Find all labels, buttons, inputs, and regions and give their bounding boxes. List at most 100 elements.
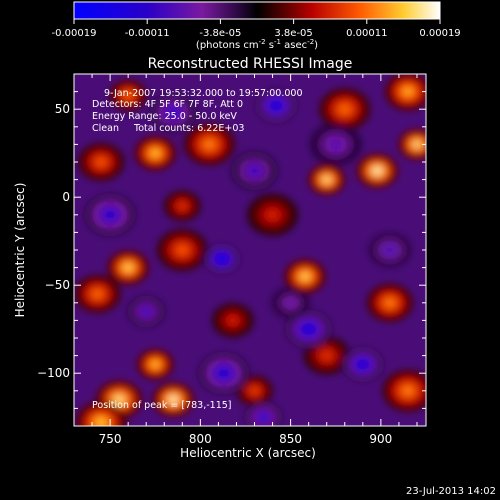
annotation-position: Position of peak = [783,-115] [92,400,232,411]
heatmap-blob-level [249,166,260,175]
colorbar-tick-label: -0.00019 [52,28,97,39]
heatmap-blob-level [142,308,151,315]
annotation-detectors: Detectors: 4F 5F 6F 7F 8F, Att 0 [92,99,243,110]
colorbar-tick-label: 3.8e-05 [274,28,312,39]
heatmap-blob [398,129,426,160]
x-tick-label: 750 [99,432,122,446]
y-tick-label: −50 [45,278,70,292]
heatmap-blob [134,136,176,171]
heatmap-blob-level [412,141,422,148]
heatmap-blob [382,369,426,412]
units-part3: asec [281,40,307,51]
annotation-energy: Energy Range: 25.0 - 50.0 keV [92,111,237,122]
heatmap-blob [127,296,165,327]
colorbar-tick-label: 0.00011 [346,28,387,39]
heatmap-blob [84,193,136,236]
y-tick-label: 0 [62,190,70,204]
heatmap-blob [342,347,384,382]
units-part1: (photons cm [196,40,259,51]
heatmap-blob-level [385,246,395,254]
heatmap-blob [319,88,371,131]
heatmap-blob [198,352,250,395]
heatmap-blob [203,243,241,274]
heatmap-blob [247,193,298,236]
heatmap-blob-level [92,289,103,299]
y-tick-labels: 50 0 −50 −100 [37,102,70,380]
chart-title: Reconstructed RHESSI Image [148,56,353,72]
heatmap-blob-level [303,325,314,334]
heatmap-blob [74,275,121,313]
heatmap-blob [184,123,235,166]
heatmap-blob-level [168,108,179,117]
x-tick-labels: 750 800 850 900 [99,432,393,446]
y-axis-label: Heliocentric Y (arcsec) [13,183,27,318]
heatmap-blob-level [123,263,133,272]
heatmap-blob [150,93,197,132]
heatmap-blob [163,190,201,222]
colorbar-tick-label: 0.00019 [419,28,460,39]
heatmap-blob-level [321,351,332,360]
units-exp3: -2 [307,38,314,46]
heatmap-blob [107,250,149,285]
heatmap-blob-level [322,176,331,183]
units-part4: ) [314,40,318,51]
heatmap-blob-level [124,91,133,99]
axis-ticks [73,74,426,426]
heatmap-blob-level [266,210,279,220]
units-part2: s [266,40,274,51]
heatmap-blob [272,287,310,318]
colorbar-tick-label: -0.00011 [125,28,170,39]
units-exp2: -1 [274,38,281,46]
heatmap-blob-level [402,386,414,396]
heatmap-blob-level [150,149,160,157]
heatmap-blob-level [402,87,414,96]
heatmap-blob-level [271,101,281,110]
heatmap-blob [231,151,278,190]
heatmap [74,74,426,426]
colorbar-tick-label: -3.8e-05 [199,28,241,39]
heatmap-blob [255,88,297,123]
heatmap-blob-level [114,395,125,404]
heatmap-blob-level [218,368,230,378]
heatmap-blob-level [151,361,160,368]
heatmap-blob-level [358,360,368,369]
heatmap-blob [78,143,125,181]
heatmap-blob [109,79,147,111]
y-tick-label: −100 [37,366,70,380]
x-tick-label: 850 [279,432,302,446]
units-exp1: -2 [259,38,266,46]
heatmap-blob [310,123,362,166]
heatmap-blob-level [203,139,215,149]
heatmap-blob [136,349,174,380]
heatmap-blob-level [339,104,351,114]
colorbar-ticks [73,19,441,24]
heatmap-blob-level [168,395,178,404]
heatmap-blob [245,402,282,426]
heatmap-blob-level [104,210,116,220]
heatmap-blob-level [95,417,107,426]
heatmap-blob-level [372,167,382,175]
heatmap-blob-level [300,272,310,281]
heatmap-blob-level [176,245,188,255]
x-axis-label: Heliocentric X (arcsec) [180,446,316,460]
heatmap-blob-level [217,255,227,263]
heatmap-blob [285,310,332,349]
heatmap-blob [366,283,413,322]
heatmap-blob [356,153,398,188]
heatmap-blob-level [286,299,295,307]
heatmap-blob-level [330,139,342,149]
footer-timestamp: 23-Jul-2013 14:02 [406,486,496,497]
x-tick-label: 900 [369,432,392,446]
heatmap-blob [212,303,254,338]
y-tick-label: 50 [55,102,70,116]
heatmap-blob-level [384,298,395,307]
heatmap-blob [384,74,426,111]
colorbar-units: (photons cm-2 s-1 asec-2) [196,38,318,51]
x-tick-label: 800 [189,432,212,446]
heatmap-blob-level [250,387,259,395]
heatmap-blob [369,232,411,268]
annotation-clean: Clean Total counts: 6.22E+03 [92,123,244,134]
heatmap-blob-level [259,413,268,421]
heatmap-blob-level [178,202,187,210]
